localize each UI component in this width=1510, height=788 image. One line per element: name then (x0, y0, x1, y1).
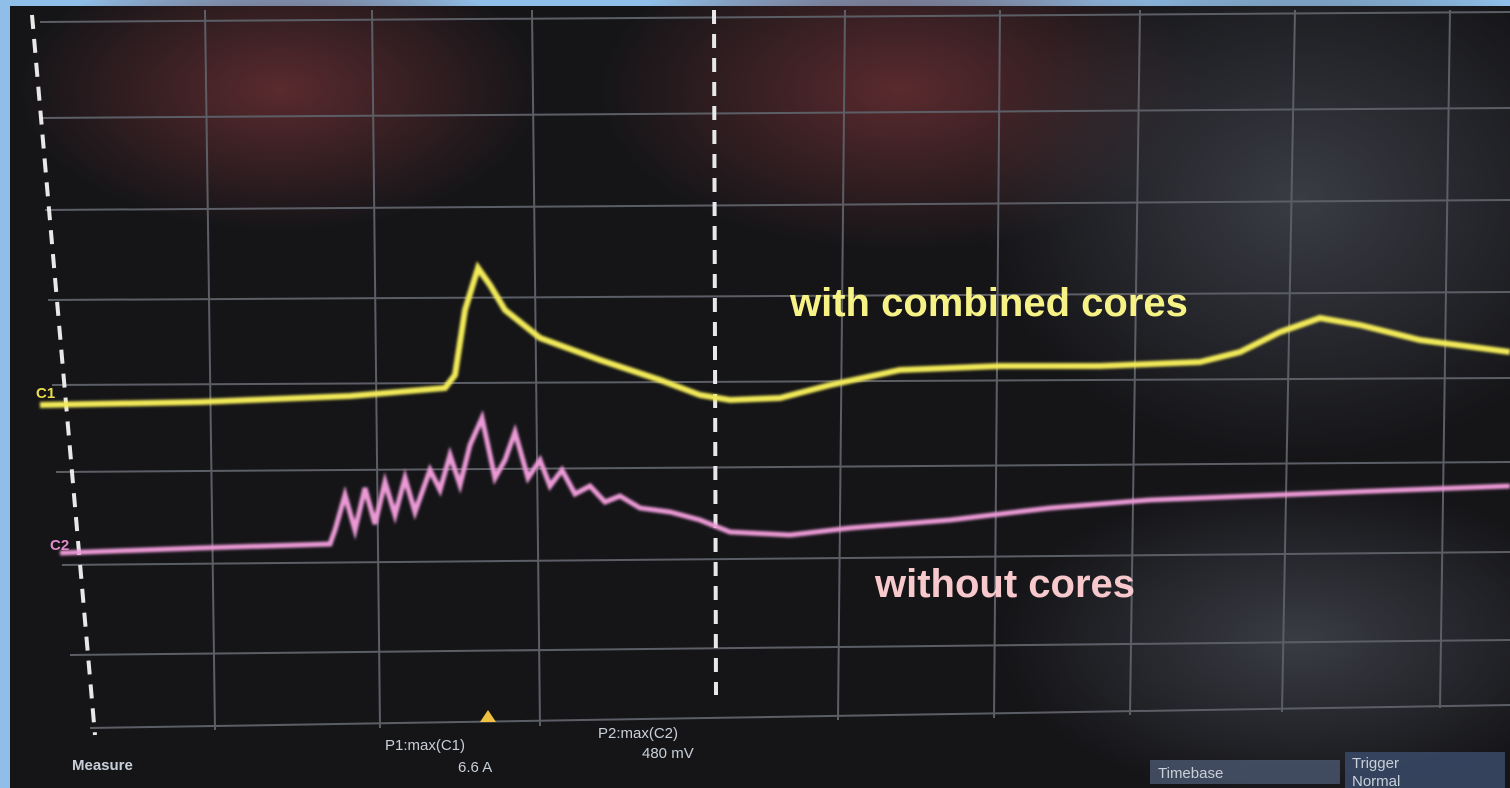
cursor-lines (30, 9, 718, 736)
measure-label: Measure (72, 757, 133, 774)
glare (20, 0, 540, 230)
trace-c1 (39, 261, 1510, 408)
trace-c2 (59, 409, 1510, 556)
channel-label: C2 (50, 537, 69, 554)
measure-p1-value: 6.6 A (458, 759, 492, 776)
measure-p2-value: 480 mV (642, 745, 694, 762)
grid (39, 9, 1510, 731)
channel-label: C1 (36, 385, 55, 402)
annotation: without cores (874, 562, 1135, 606)
trigger-box (1345, 752, 1505, 788)
trigger-mode: Normal (1352, 773, 1400, 788)
glare (980, 0, 1510, 460)
timebase-box (1150, 760, 1340, 784)
measure-p1-label: P1:max(C1) (385, 737, 465, 754)
timebase-label: Timebase (1158, 765, 1223, 782)
annotation: with combined cores (789, 281, 1188, 325)
trigger-label: Trigger (1352, 755, 1399, 772)
trigger-marker (480, 710, 496, 722)
measure-p2-label: P2:max(C2) (598, 725, 678, 742)
